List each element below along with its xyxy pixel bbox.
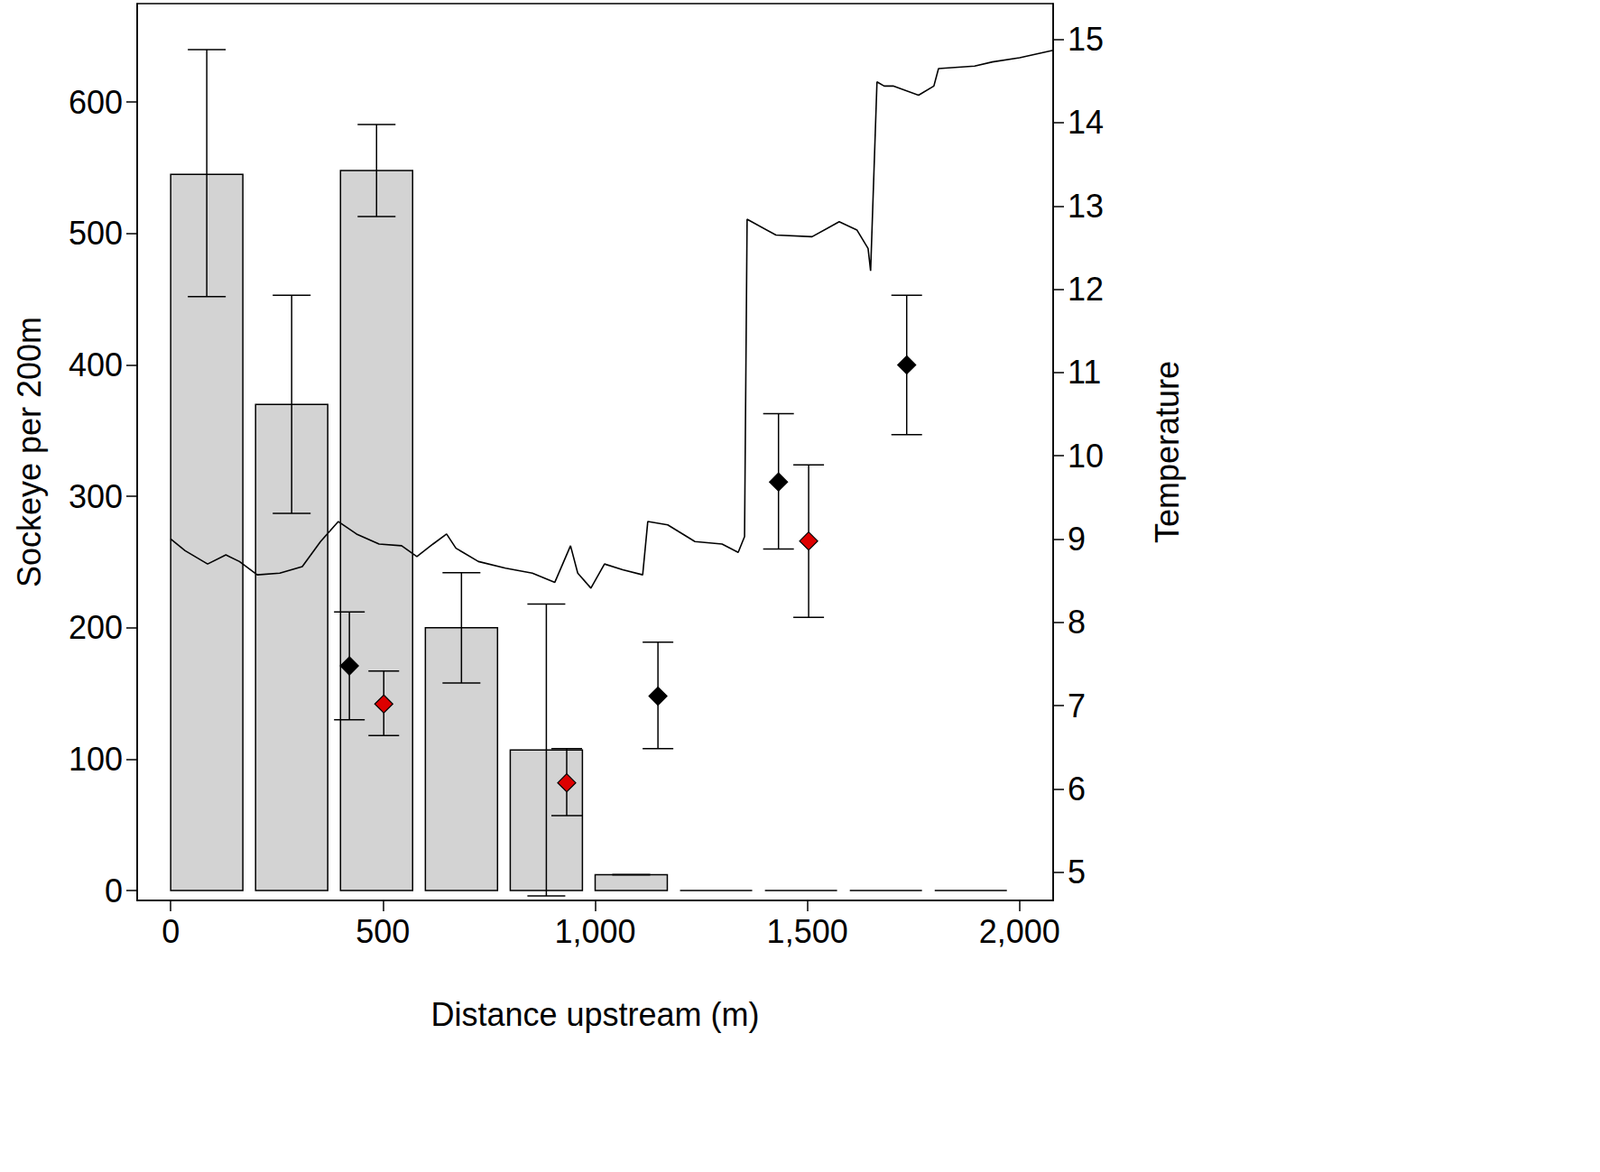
svg-text:1,000: 1,000 [554, 913, 636, 951]
svg-text:8: 8 [1067, 603, 1086, 641]
svg-text:Distance upstream (m): Distance upstream (m) [430, 996, 759, 1034]
svg-text:1,500: 1,500 [767, 913, 849, 951]
svg-text:Sockeye per 200m: Sockeye per 200m [10, 316, 48, 588]
svg-text:12: 12 [1067, 270, 1104, 308]
svg-text:200: 200 [68, 609, 123, 647]
svg-text:11: 11 [1067, 353, 1101, 391]
svg-text:500: 500 [355, 913, 410, 951]
svg-text:0: 0 [161, 913, 180, 951]
svg-text:400: 400 [68, 346, 123, 384]
svg-text:9: 9 [1067, 520, 1086, 558]
svg-text:2,000: 2,000 [979, 913, 1061, 951]
svg-text:500: 500 [68, 214, 123, 252]
svg-text:10: 10 [1067, 437, 1104, 475]
svg-text:0: 0 [104, 872, 123, 910]
svg-text:600: 600 [68, 83, 123, 121]
svg-text:Temperature: Temperature [1148, 360, 1186, 544]
svg-text:7: 7 [1067, 687, 1086, 725]
svg-text:100: 100 [68, 740, 123, 778]
svg-text:13: 13 [1067, 187, 1104, 225]
svg-text:5: 5 [1067, 853, 1086, 891]
svg-text:14: 14 [1067, 103, 1104, 141]
svg-text:15: 15 [1067, 20, 1104, 58]
svg-text:300: 300 [68, 478, 123, 516]
svg-text:6: 6 [1067, 770, 1086, 808]
